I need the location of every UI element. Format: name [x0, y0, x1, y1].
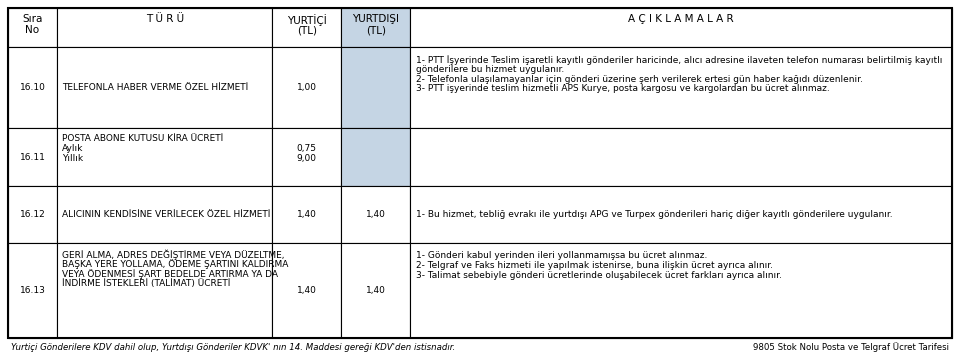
Bar [273, 243, 341, 338]
Text: POSTA ABONE KUTUSU KİRA ÜCRETİ: POSTA ABONE KUTUSU KİRA ÜCRETİ [62, 134, 224, 143]
Bar [57, 47, 273, 128]
Text: A Ç I K L A M A L A R: A Ç I K L A M A L A R [628, 14, 733, 24]
Text: 2- Telefonla ulaşılamayanlar için gönderi üzerine şerh verilerek ertesi gün habe: 2- Telefonla ulaşılamayanlar için gönder… [416, 75, 863, 84]
Text: (TL): (TL) [366, 25, 386, 35]
Text: BAŞKA YERE YOLLAMA, ÖDEME ŞARTINI KALDIRMA: BAŞKA YERE YOLLAMA, ÖDEME ŞARTINI KALDIR… [62, 259, 288, 269]
Bar [410, 243, 952, 338]
Bar [8, 186, 57, 243]
Bar [57, 8, 273, 47]
Text: Aylık: Aylık [62, 144, 84, 153]
Text: VEYA ÖDENMESİ ŞART BEDELDE ARTIRMA YA DA: VEYA ÖDENMESİ ŞART BEDELDE ARTIRMA YA DA [62, 269, 278, 279]
Bar [8, 128, 57, 186]
Text: 3- PTT işyerinde teslim hizmetli APS Kurye, posta kargosu ve kargolardan bu ücre: 3- PTT işyerinde teslim hizmetli APS Kur… [416, 84, 829, 94]
Text: 1,40: 1,40 [297, 210, 317, 219]
Text: GERİ ALMA, ADRES DEĞİŞTİRME VEYA DÜZELTME,: GERİ ALMA, ADRES DEĞİŞTİRME VEYA DÜZELTM… [62, 249, 284, 260]
Text: 2- Telgraf ve Faks hizmeti ile yapılmak istenirse, buna ilişkin ücret ayrıca alı: 2- Telgraf ve Faks hizmeti ile yapılmak … [416, 261, 773, 270]
Bar [273, 128, 341, 186]
Text: 16.11: 16.11 [19, 153, 45, 162]
Bar [410, 47, 952, 128]
Bar [8, 243, 57, 338]
Bar [273, 47, 341, 128]
Bar [341, 186, 410, 243]
Text: 16.13: 16.13 [19, 286, 45, 295]
Text: TELEFONLA HABER VERME ÖZEL HİZMETİ: TELEFONLA HABER VERME ÖZEL HİZMETİ [62, 83, 249, 92]
Text: YURTDIŞI: YURTDIŞI [352, 14, 399, 24]
Text: 1,40: 1,40 [366, 286, 386, 295]
Text: 16.12: 16.12 [19, 210, 45, 219]
Bar [8, 8, 57, 47]
Text: 3- Talimat sebebiyle gönderi ücretlerinde oluşabilecek ücret farkları ayrıca alı: 3- Talimat sebebiyle gönderi ücretlerind… [416, 270, 782, 280]
Bar [8, 47, 57, 128]
Text: Yurtiçi Gönderilere KDV dahil olup, Yurtdışı Gönderiler KDVK' nın 14. Maddesi ge: Yurtiçi Gönderilere KDV dahil olup, Yurt… [11, 343, 455, 352]
Text: 1- Bu hizmet, tebliğ evrakı ile yurtdışı APG ve Turpex gönderileri hariç diğer k: 1- Bu hizmet, tebliğ evrakı ile yurtdışı… [416, 210, 893, 219]
Text: gönderilere bu hizmet uygulanır.: gönderilere bu hizmet uygulanır. [416, 65, 564, 74]
Bar [273, 186, 341, 243]
Text: (TL): (TL) [297, 25, 317, 35]
Text: 1,40: 1,40 [297, 286, 317, 295]
Bar [410, 128, 952, 186]
Bar [341, 8, 410, 47]
Text: 1- Gönderi kabul yerinden ileri yollanmamışsa bu ücret alınmaz.: 1- Gönderi kabul yerinden ileri yollanma… [416, 251, 708, 260]
Bar [341, 128, 410, 186]
Text: 1,40: 1,40 [366, 210, 386, 219]
Bar [57, 186, 273, 243]
Text: Sıra: Sıra [22, 14, 43, 24]
Text: YURTİÇİ: YURTİÇİ [287, 14, 326, 26]
Text: 16.10: 16.10 [19, 83, 45, 92]
Text: T Ü R Ü: T Ü R Ü [146, 14, 183, 24]
Text: 1- PTT İşyerinde Teslim işaretli kayıtlı gönderiler haricinde, alıcı adresine il: 1- PTT İşyerinde Teslim işaretli kayıtlı… [416, 55, 943, 65]
Bar [341, 243, 410, 338]
Text: 1,00: 1,00 [297, 83, 317, 92]
Bar [57, 243, 273, 338]
Bar [410, 186, 952, 243]
Text: No: No [26, 25, 39, 35]
Bar [57, 128, 273, 186]
Text: 0,75: 0,75 [297, 144, 317, 153]
Bar [341, 47, 410, 128]
Text: ALICININ KENDİSİNE VERİLECEK ÖZEL HİZMETİ: ALICININ KENDİSİNE VERİLECEK ÖZEL HİZMET… [62, 210, 271, 219]
Text: 9805 Stok Nolu Posta ve Telgraf Ücret Tarifesi: 9805 Stok Nolu Posta ve Telgraf Ücret Ta… [753, 342, 949, 352]
Text: 9,00: 9,00 [297, 154, 317, 163]
Bar [273, 8, 341, 47]
Bar [410, 8, 952, 47]
Text: Yıllık: Yıllık [62, 154, 84, 163]
Text: İNDİRME İSTEKLERİ (TALİMAT) ÜCRETİ: İNDİRME İSTEKLERİ (TALİMAT) ÜCRETİ [62, 279, 230, 288]
